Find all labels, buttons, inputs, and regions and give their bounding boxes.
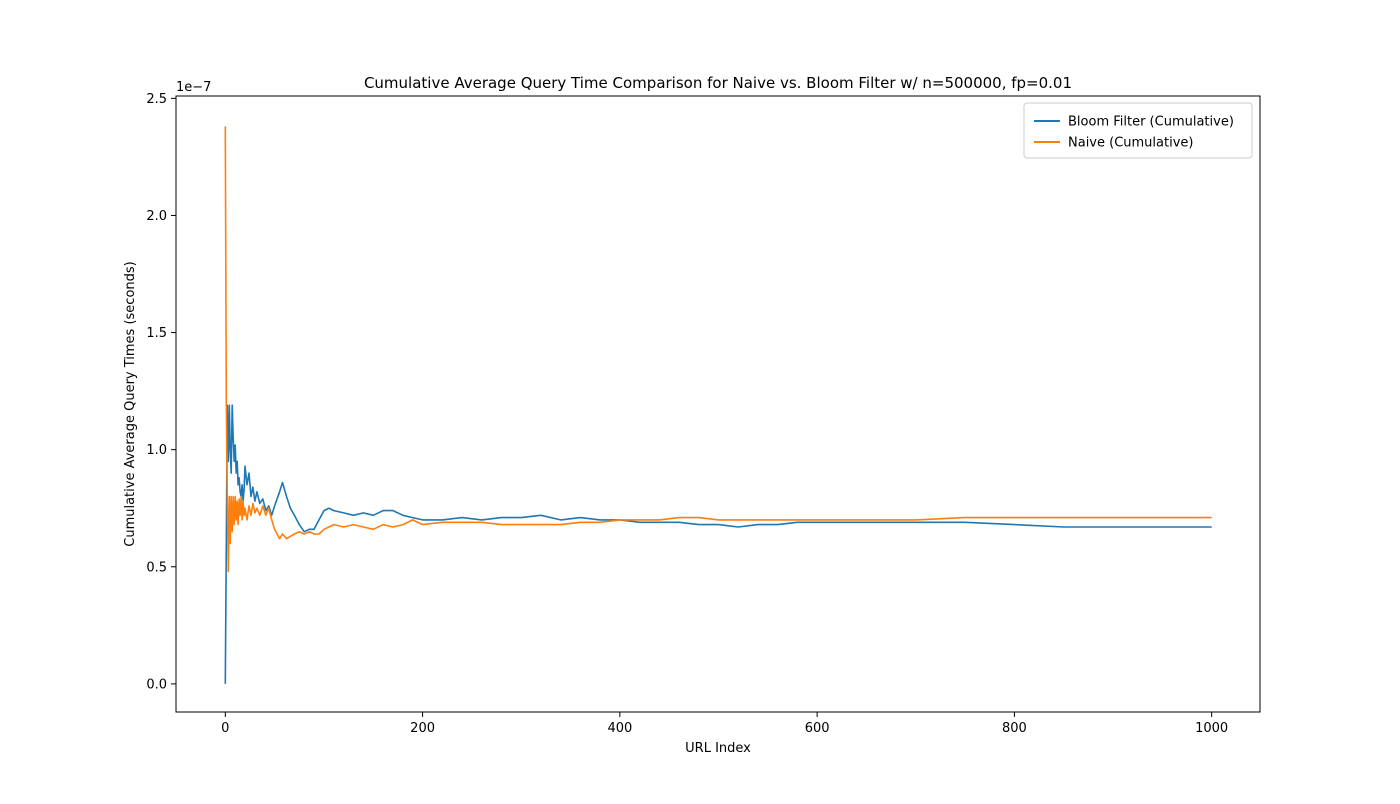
bloom-filter-series-line (224, 404, 1212, 684)
naive-series-line (224, 126, 1212, 573)
y-tick-label: 2.0 (146, 209, 167, 224)
y-tick-label: 0.0 (146, 677, 167, 692)
series-layer (224, 126, 1212, 684)
y-tick-label: 0.5 (146, 560, 167, 575)
plot-frame (175, 95, 1261, 713)
x-axis-label: URL Index (685, 741, 751, 756)
legend-entry-label: Bloom Filter (Cumulative) (1068, 115, 1234, 130)
y-tick-label: 1.5 (146, 326, 167, 341)
y-offset-label: 1e−7 (176, 80, 211, 95)
x-tick-label: 1000 (1195, 721, 1228, 736)
x-tick-label: 200 (410, 721, 435, 736)
x-tick-label: 600 (805, 721, 830, 736)
legend: Bloom Filter (Cumulative) Naive (Cumulati… (1023, 102, 1253, 159)
y-axis: 0.0 0.5 1.0 1.5 2.0 2.5 (146, 92, 176, 692)
x-axis: 0 200 400 600 800 1000 (221, 712, 1228, 736)
y-tick-label: 2.5 (146, 92, 167, 107)
x-tick-label: 0 (221, 721, 229, 736)
x-tick-label: 400 (607, 721, 632, 736)
legend-box (1023, 102, 1253, 159)
y-axis-label: Cumulative Average Query Times (seconds) (123, 261, 138, 547)
x-tick-label: 800 (1002, 721, 1027, 736)
y-tick-label: 1.0 (146, 443, 167, 458)
chart-title: Cumulative Average Query Time Comparison… (364, 74, 1072, 92)
legend-entry-label: Naive (Cumulative) (1068, 136, 1193, 151)
